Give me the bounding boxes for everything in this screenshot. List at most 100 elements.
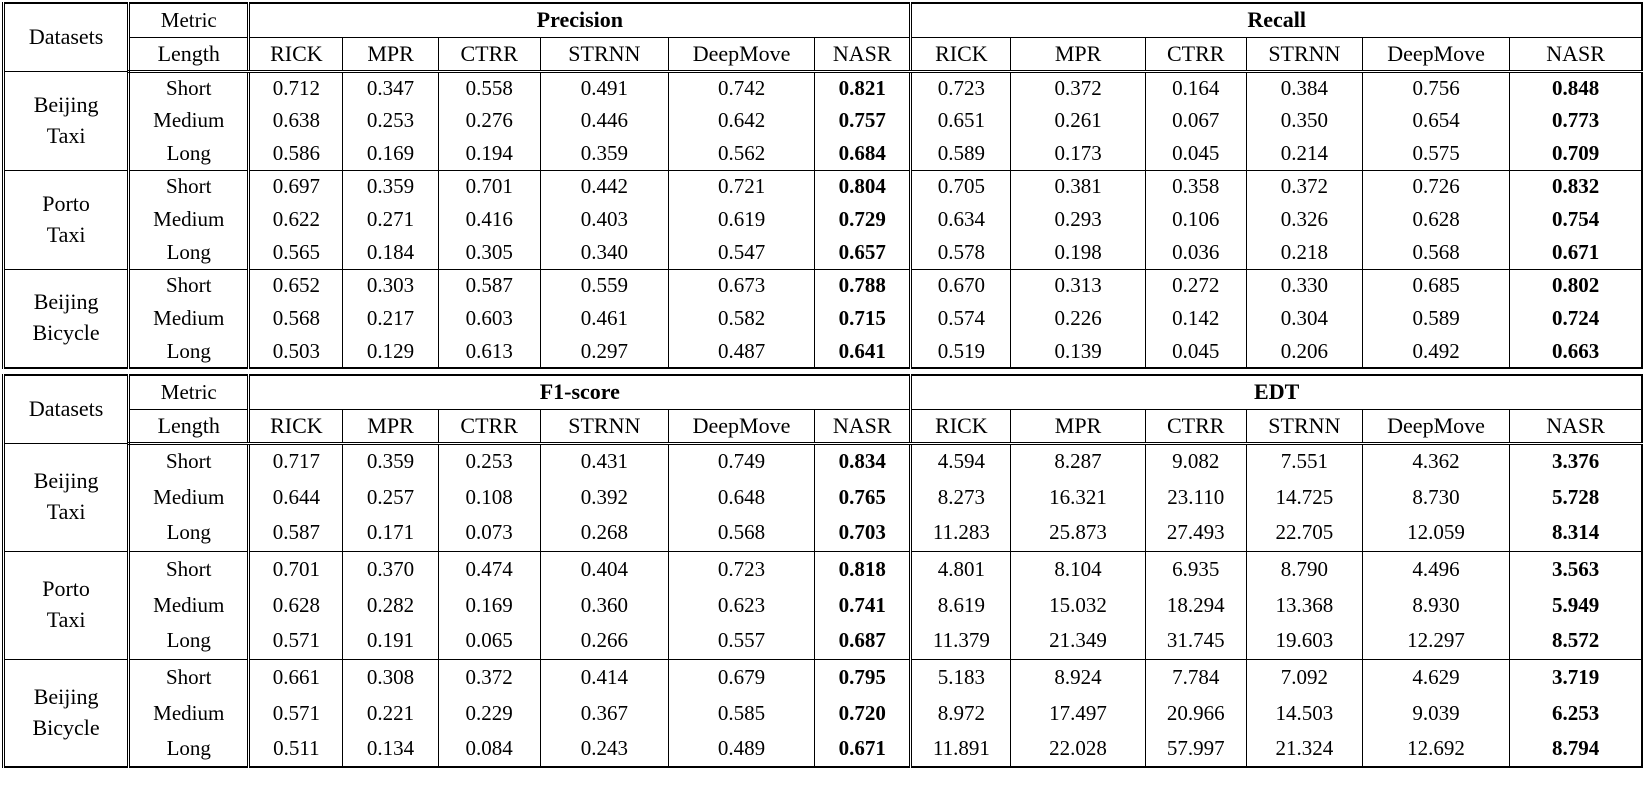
length-label: Long (127, 335, 250, 368)
value-cell: 19.603 (1245, 623, 1363, 659)
value-cell: 0.134 (342, 731, 439, 767)
method-header: DeepMove (1361, 409, 1511, 445)
value-cell: 21.349 (1010, 623, 1146, 659)
value-cell: 0.084 (437, 731, 541, 767)
length-label: Medium (127, 302, 250, 335)
value-cell: 0.559 (539, 268, 669, 302)
value-cell: 0.634 (909, 203, 1012, 236)
value-cell: 0.558 (437, 70, 541, 104)
value-cell: 0.568 (1361, 236, 1511, 269)
value-cell: 0.565 (247, 236, 344, 269)
value-cell: 0.218 (1245, 236, 1363, 269)
value-cell: 0.622 (247, 203, 344, 236)
value-cell: 0.742 (667, 70, 816, 104)
length-label: Medium (127, 104, 250, 137)
value-cell: 31.745 (1144, 623, 1247, 659)
value-cell: 8.924 (1010, 658, 1146, 695)
method-header: RICK (247, 37, 344, 73)
length-label: Long (127, 731, 250, 767)
value-cell: 0.818 (814, 550, 912, 587)
value-cell: 0.268 (539, 515, 669, 551)
value-cell: 0.628 (1361, 203, 1511, 236)
method-header: NASR (814, 409, 912, 445)
value-cell: 0.229 (437, 695, 541, 731)
value-cell: 0.372 (1010, 70, 1146, 104)
value-cell: 8.572 (1509, 623, 1643, 659)
method-header: MPR (342, 37, 439, 73)
metric-group-header: F1-score (247, 375, 912, 410)
value-cell: 0.670 (909, 268, 1012, 302)
metric-group-header: Recall (909, 3, 1643, 38)
value-cell: 0.489 (667, 731, 816, 767)
dataset-label: Porto Taxi (1, 169, 130, 269)
value-cell: 0.848 (1509, 70, 1643, 104)
value-cell: 0.673 (667, 268, 816, 302)
value-cell: 0.568 (667, 515, 816, 551)
value-cell: 7.551 (1245, 442, 1363, 479)
value-cell: 0.045 (1144, 335, 1247, 368)
value-cell: 0.446 (539, 104, 669, 137)
value-cell: 4.496 (1361, 550, 1511, 587)
value-cell: 7.784 (1144, 658, 1247, 695)
value-cell: 0.358 (1144, 169, 1247, 203)
value-cell: 0.414 (539, 658, 669, 695)
value-cell: 0.705 (909, 169, 1012, 203)
method-header: STRNN (1245, 409, 1363, 445)
value-cell: 0.171 (342, 515, 439, 551)
value-cell: 0.773 (1509, 104, 1643, 137)
precision-recall-table: Datasets Metric Precision Recall Length RICK M… (1, 2, 1643, 369)
value-cell: 3.376 (1509, 442, 1643, 479)
method-header: CTRR (437, 409, 541, 445)
value-cell: 0.221 (342, 695, 439, 731)
value-cell: 12.297 (1361, 623, 1511, 659)
value-cell: 0.726 (1361, 169, 1511, 203)
method-header: RICK (247, 409, 344, 445)
value-cell: 0.685 (1361, 268, 1511, 302)
value-cell: 0.587 (247, 515, 344, 551)
value-cell: 14.503 (1245, 695, 1363, 731)
value-cell: 0.384 (1245, 70, 1363, 104)
value-cell: 0.360 (539, 587, 669, 623)
value-cell: 0.129 (342, 335, 439, 368)
value-cell: 0.194 (437, 137, 541, 170)
value-cell: 0.671 (814, 731, 912, 767)
value-cell: 9.039 (1361, 695, 1511, 731)
value-cell: 8.273 (909, 479, 1012, 515)
value-cell: 8.104 (1010, 550, 1146, 587)
value-cell: 0.067 (1144, 104, 1247, 137)
length-label: Long (127, 515, 250, 551)
value-cell: 0.511 (247, 731, 344, 767)
value-cell: 0.330 (1245, 268, 1363, 302)
value-cell: 0.347 (342, 70, 439, 104)
value-cell: 0.641 (814, 335, 912, 368)
datasets-header: Datasets (1, 375, 130, 444)
value-cell: 21.324 (1245, 731, 1363, 767)
value-cell: 0.724 (1509, 302, 1643, 335)
dataset-label: Beijing Taxi (1, 70, 130, 170)
value-cell: 0.381 (1010, 169, 1146, 203)
value-cell: 0.712 (247, 70, 344, 104)
value-cell: 0.720 (814, 695, 912, 731)
value-cell: 9.082 (1144, 442, 1247, 479)
value-cell: 0.638 (247, 104, 344, 137)
length-label: Short (127, 169, 250, 203)
value-cell: 4.594 (909, 442, 1012, 479)
value-cell: 0.340 (539, 236, 669, 269)
value-cell: 0.834 (814, 442, 912, 479)
value-cell: 0.832 (1509, 169, 1643, 203)
value-cell: 0.253 (342, 104, 439, 137)
value-cell: 8.972 (909, 695, 1012, 731)
value-cell: 0.266 (539, 623, 669, 659)
value-cell: 0.757 (814, 104, 912, 137)
value-cell: 0.474 (437, 550, 541, 587)
value-cell: 0.557 (667, 623, 816, 659)
value-cell: 0.303 (342, 268, 439, 302)
value-cell: 8.930 (1361, 587, 1511, 623)
value-cell: 0.169 (437, 587, 541, 623)
value-cell: 0.644 (247, 479, 344, 515)
value-cell: 0.261 (1010, 104, 1146, 137)
value-cell: 0.684 (814, 137, 912, 170)
value-cell: 0.585 (667, 695, 816, 731)
method-header: MPR (342, 409, 439, 445)
value-cell: 0.749 (667, 442, 816, 479)
